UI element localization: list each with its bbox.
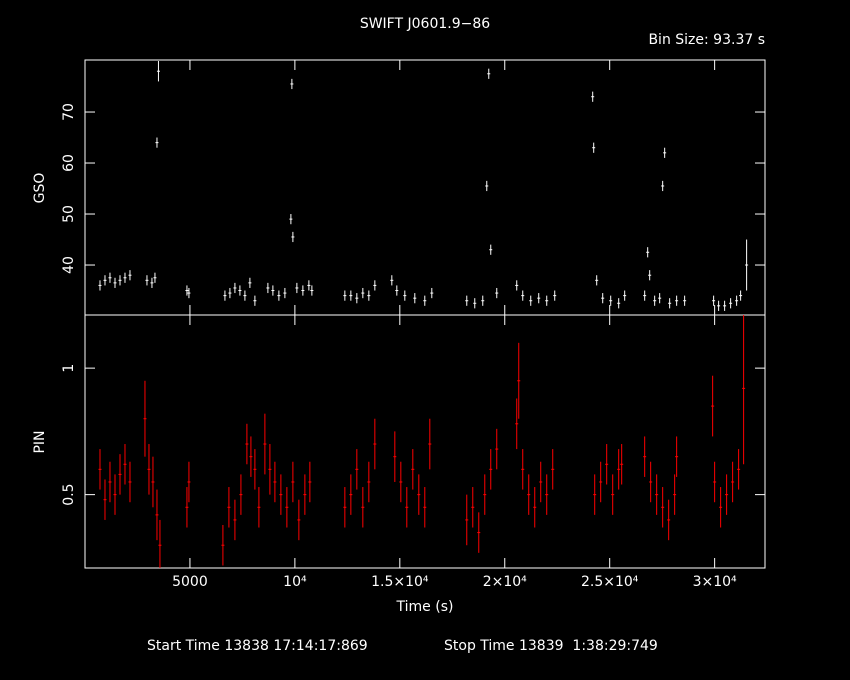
- y-tick-label: 0.5: [61, 483, 77, 505]
- annotation: Start Time 13838 17:14:17:869: [147, 638, 368, 654]
- y-axis-label: GSO: [32, 173, 48, 204]
- y-tick-label: 1: [61, 364, 77, 373]
- annotation: Stop Time 13839 1:38:29:749: [444, 638, 658, 654]
- x-tick-label: 2.5×10⁴: [581, 574, 639, 590]
- x-axis-label: Time (s): [396, 599, 454, 615]
- chart-title: SWIFT J0601.9−86: [360, 16, 490, 32]
- x-tick-label: 1.5×10⁴: [371, 574, 429, 590]
- data-layer: [98, 315, 746, 568]
- y-axis-label: PIN: [32, 430, 48, 453]
- y-tick-label: 40: [61, 256, 77, 274]
- annotation: Bin Size: 93.37 s: [648, 32, 765, 48]
- y-tick-label: 60: [61, 154, 77, 172]
- x-tick-label: 5000: [172, 574, 208, 590]
- x-tick-label: 10⁴: [283, 574, 307, 590]
- x-tick-label: 2×10⁴: [483, 574, 527, 590]
- plot-frame: [84, 314, 766, 569]
- y-tick-label: 70: [61, 103, 77, 121]
- data-layer: [98, 61, 749, 311]
- x-tick-label: 3×10⁴: [693, 574, 737, 590]
- y-tick-label: 50: [61, 205, 77, 223]
